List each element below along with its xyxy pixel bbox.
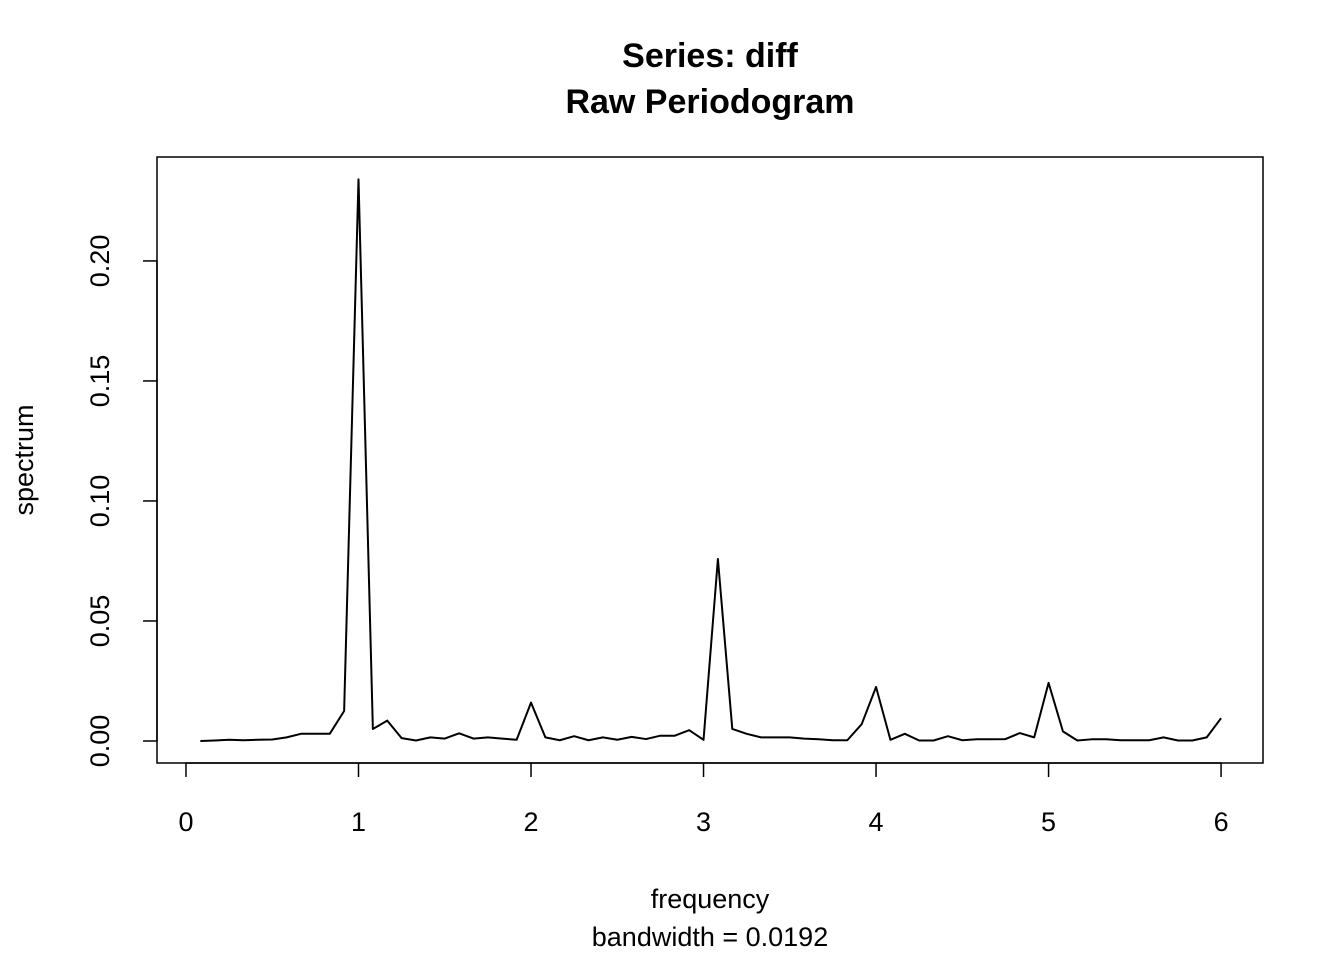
y-axis-label: spectrum xyxy=(9,404,39,515)
x-tick-label: 0 xyxy=(178,807,193,837)
x-tick-label: 6 xyxy=(1214,807,1229,837)
x-axis-label: frequency xyxy=(651,884,770,914)
chart-title: Series: diff xyxy=(622,37,798,75)
y-tick-label: 0.20 xyxy=(85,235,115,288)
y-tick-label: 0.00 xyxy=(85,715,115,768)
plot-frame xyxy=(156,156,1264,764)
spectrum-line xyxy=(200,178,1222,742)
y-tick-label: 0.10 xyxy=(85,475,115,528)
x-tick-label: 1 xyxy=(351,807,366,837)
y-tick-label: 0.15 xyxy=(85,355,115,408)
x-tick-label: 4 xyxy=(869,807,884,837)
y-tick-label: 0.05 xyxy=(85,595,115,648)
x-tick-label: 3 xyxy=(696,807,711,837)
x-tick-label: 5 xyxy=(1041,807,1056,837)
x-axis-note: bandwidth = 0.0192 xyxy=(592,922,828,952)
x-tick-label: 2 xyxy=(523,807,538,837)
chart-subtitle: Raw Periodogram xyxy=(565,83,854,121)
